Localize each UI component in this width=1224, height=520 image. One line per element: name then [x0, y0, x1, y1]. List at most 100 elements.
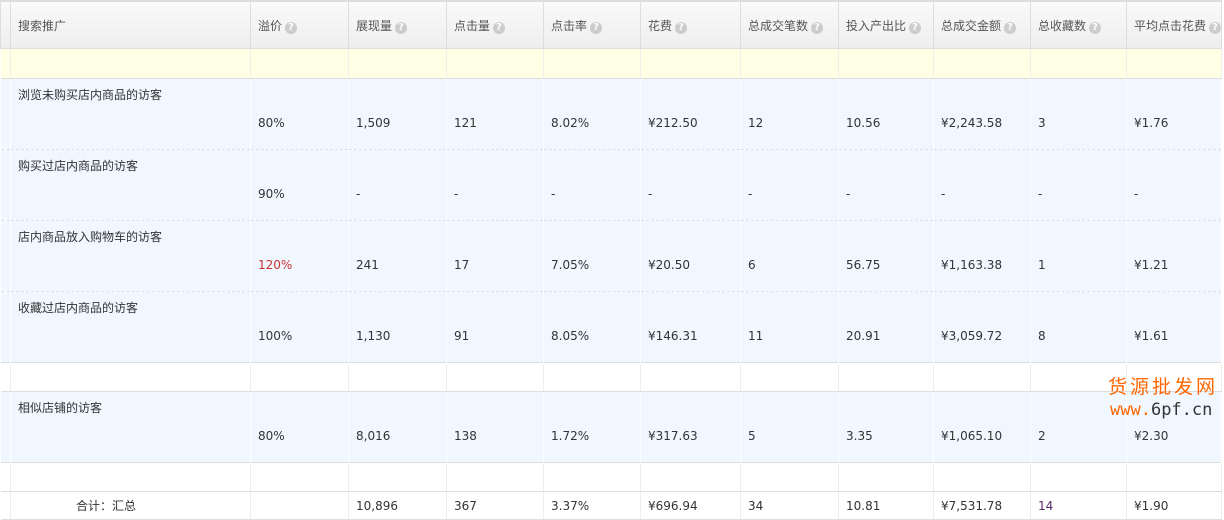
table-row[interactable]: 收藏过店内商品的访客 100% 1,130 91 8.05% ¥146.31 11 20.91…	[0, 291, 1222, 363]
help-icon[interactable]: ?	[395, 21, 408, 34]
header-label: 平均点击花费	[1134, 18, 1207, 33]
header-label: 搜索推广	[18, 18, 67, 33]
help-icon[interactable]: ?	[1004, 21, 1017, 34]
metric-cell: 90%	[250, 149, 349, 221]
metric-cell: 1.72%	[543, 391, 641, 463]
help-icon[interactable]: ?	[909, 21, 922, 34]
column-header[interactable]: 溢价?	[250, 0, 349, 49]
empty-cell	[640, 48, 741, 79]
blank-row	[0, 462, 1222, 492]
audience-name: 浏览未购买店内商品的访客	[10, 78, 251, 150]
empty-cell	[0, 462, 11, 492]
metric-cell: -	[933, 149, 1031, 221]
metric-cell: 138	[446, 391, 544, 463]
column-header[interactable]: 平均点击花费?	[1126, 0, 1222, 49]
checkbox-cell	[0, 491, 11, 520]
empty-cell	[10, 362, 251, 392]
blank-row	[0, 362, 1222, 392]
empty-cell	[1126, 48, 1222, 79]
total-cell: 10.81	[838, 491, 934, 520]
metric-cell: -	[640, 149, 741, 221]
metric-cell: 8,016	[348, 391, 447, 463]
empty-cell	[1030, 362, 1127, 392]
empty-cell	[250, 48, 349, 79]
empty-cell	[446, 362, 544, 392]
empty-cell	[933, 462, 1031, 492]
header-label: 点击率	[551, 18, 588, 33]
help-icon[interactable]: ?	[285, 21, 298, 34]
metric-cell: ¥1.21	[1126, 220, 1222, 292]
watermark-url: www.6pf.cn	[1110, 400, 1213, 420]
column-header[interactable]: 花费?	[640, 0, 741, 49]
empty-cell	[740, 48, 839, 79]
metric-cell: ¥212.50	[640, 78, 741, 150]
metric-cell: 1,509	[348, 78, 447, 150]
empty-cell	[0, 362, 11, 392]
metric-cell: ¥317.63	[640, 391, 741, 463]
audience-name: 收藏过店内商品的访客	[10, 291, 251, 363]
column-header[interactable]: 总成交笔数?	[740, 0, 839, 49]
empty-cell	[543, 462, 641, 492]
help-icon[interactable]: ?	[675, 21, 688, 34]
total-row: 合计：汇总 10,896 367 3.37% ¥696.94 34 10.81 ¥7,531.…	[0, 491, 1222, 520]
table-row[interactable]: 浏览未购买店内商品的访客 80% 1,509 121 8.02% ¥212.50 12 10.…	[0, 78, 1222, 150]
metric-cell: 5	[740, 391, 839, 463]
metric-cell: 17	[446, 220, 544, 292]
table-row[interactable]: 相似店铺的访客 80% 8,016 138 1.72% ¥317.63 5 3.35 ¥1,06…	[0, 391, 1222, 463]
table-row[interactable]: 店内商品放入购物车的访客 120% 241 17 7.05% ¥20.50 6 56.75 ¥1…	[0, 220, 1222, 292]
metric-cell: 56.75	[838, 220, 934, 292]
metric-cell: ¥2,243.58	[933, 78, 1031, 150]
empty-cell	[1126, 462, 1222, 492]
help-icon[interactable]: ?	[1089, 21, 1102, 34]
metric-cell: -	[740, 149, 839, 221]
help-icon[interactable]: ?	[493, 21, 506, 34]
metric-cell: ¥3,059.72	[933, 291, 1031, 363]
total-label: 合计：汇总	[10, 491, 251, 520]
metric-cell: ¥1.76	[1126, 78, 1222, 150]
metric-cell: -	[838, 149, 934, 221]
metric-cell: 12	[740, 78, 839, 150]
empty-cell	[1030, 48, 1127, 79]
table-row[interactable]: 购买过店内商品的访客 90% - - - - - - - - -	[0, 149, 1222, 221]
empty-cell	[740, 462, 839, 492]
total-cell: 14	[1030, 491, 1127, 520]
metric-cell: 100%	[250, 291, 349, 363]
empty-cell	[348, 362, 447, 392]
metric-cell: ¥1,163.38	[933, 220, 1031, 292]
metric-cell: 3.35	[838, 391, 934, 463]
help-icon[interactable]: ?	[1209, 21, 1221, 34]
help-icon[interactable]: ?	[811, 21, 824, 34]
header-label: 投入产出比	[846, 18, 907, 33]
checkbox-cell	[0, 220, 11, 292]
empty-cell	[543, 362, 641, 392]
help-icon[interactable]: ?	[590, 21, 603, 34]
metric-cell: 241	[348, 220, 447, 292]
metric-cell: 6	[740, 220, 839, 292]
empty-cell	[446, 462, 544, 492]
column-header[interactable]: 点击率?	[543, 0, 641, 49]
column-header[interactable]: 展现量?	[348, 0, 447, 49]
checkbox-cell	[0, 78, 11, 150]
empty-cell	[543, 48, 641, 79]
column-header[interactable]: 搜索推广	[10, 0, 251, 49]
total-cell	[250, 491, 349, 520]
metric-cell: 80%	[250, 78, 349, 150]
empty-cell	[838, 462, 934, 492]
header-label: 展现量	[356, 18, 393, 33]
total-cell: 367	[446, 491, 544, 520]
empty-cell	[640, 362, 741, 392]
metric-cell: -	[1126, 149, 1222, 221]
metric-cell: 10.56	[838, 78, 934, 150]
metric-cell: -	[446, 149, 544, 221]
metric-cell: ¥146.31	[640, 291, 741, 363]
metric-cell: 120%	[250, 220, 349, 292]
column-header[interactable]: 总成交金额?	[933, 0, 1031, 49]
column-header[interactable]: 总收藏数?	[1030, 0, 1127, 49]
total-cell: 34	[740, 491, 839, 520]
column-header[interactable]: 点击量?	[446, 0, 544, 49]
column-header[interactable]: 投入产出比?	[838, 0, 934, 49]
metric-cell: 91	[446, 291, 544, 363]
metric-cell: 8	[1030, 291, 1127, 363]
empty-cell	[740, 362, 839, 392]
